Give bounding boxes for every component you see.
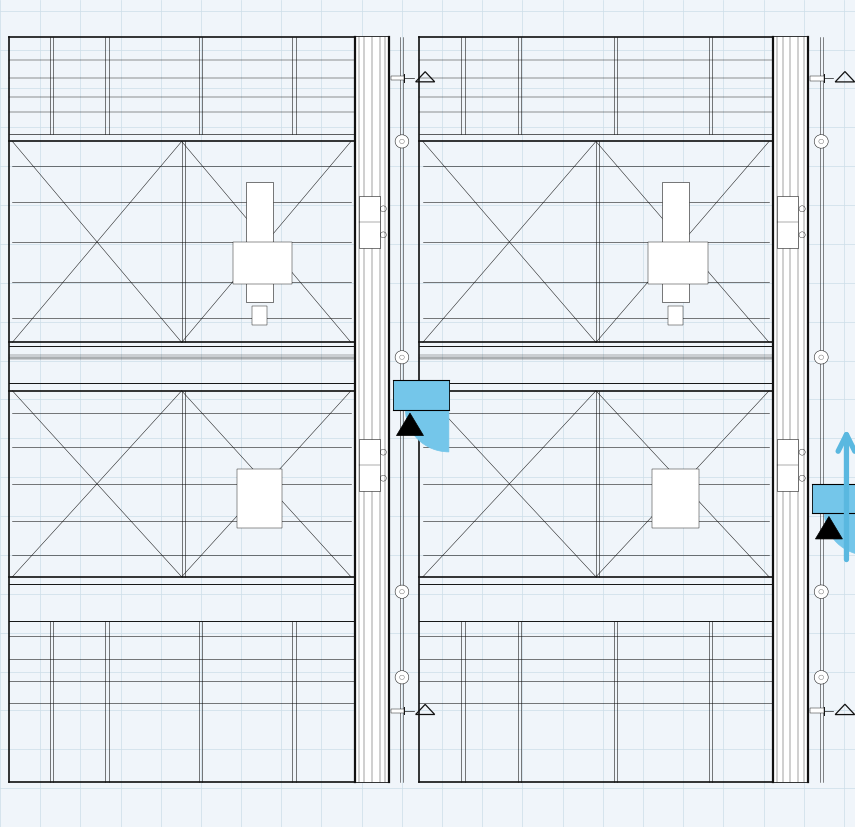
- Bar: [773, 37, 808, 782]
- Bar: [777, 196, 799, 248]
- Bar: [812, 484, 855, 514]
- Circle shape: [395, 671, 409, 684]
- Circle shape: [395, 585, 409, 599]
- Bar: [358, 439, 380, 491]
- Bar: [252, 306, 268, 324]
- Bar: [662, 182, 689, 302]
- Bar: [391, 709, 404, 713]
- Bar: [246, 182, 273, 302]
- Bar: [648, 241, 709, 284]
- Polygon shape: [816, 516, 842, 539]
- Bar: [652, 469, 699, 528]
- Wedge shape: [405, 410, 449, 452]
- Circle shape: [395, 351, 409, 364]
- Bar: [358, 196, 380, 248]
- Bar: [355, 37, 389, 782]
- Polygon shape: [397, 413, 423, 436]
- Circle shape: [395, 135, 409, 148]
- Bar: [668, 306, 683, 324]
- Circle shape: [814, 135, 828, 148]
- Bar: [393, 380, 449, 410]
- Circle shape: [814, 585, 828, 599]
- Bar: [810, 76, 823, 80]
- Circle shape: [814, 671, 828, 684]
- Bar: [237, 469, 282, 528]
- Bar: [810, 709, 823, 713]
- Wedge shape: [824, 514, 855, 555]
- Bar: [233, 241, 292, 284]
- Bar: [391, 76, 404, 80]
- Bar: [777, 439, 799, 491]
- Circle shape: [814, 351, 828, 364]
